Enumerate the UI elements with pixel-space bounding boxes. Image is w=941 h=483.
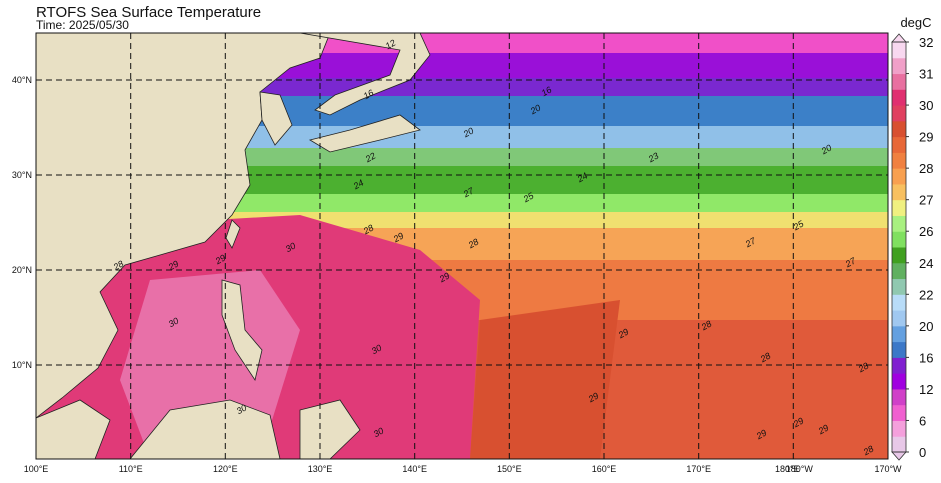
- colorbar-segment: [892, 168, 906, 185]
- colorbar-tick-label: 27: [919, 193, 933, 208]
- contour-label: 20: [528, 103, 543, 117]
- contour-label: 30: [370, 343, 384, 357]
- contour-label: 29: [754, 428, 769, 442]
- colorbar-extend-low: [891, 451, 907, 461]
- colorbar-segment: [892, 278, 906, 295]
- contour-label: 30: [372, 426, 386, 440]
- colorbar-segment: [892, 73, 906, 90]
- contour-label: 12: [384, 38, 398, 52]
- colorbar-segment: [892, 215, 906, 232]
- colorbar-segment: [892, 57, 906, 75]
- colorbar-tick-label: 28: [919, 161, 933, 176]
- contour-label: 29: [791, 416, 806, 430]
- colorbar-tick-label: 32: [919, 35, 933, 50]
- colorbar-unit: degC: [900, 15, 931, 30]
- colorbar-tick-label: 20: [919, 319, 933, 334]
- colorbar-tick-label: 26: [919, 224, 933, 239]
- contour-label: 20: [819, 143, 834, 157]
- colorbar-segment: [892, 373, 906, 390]
- contour-label: 29: [391, 231, 406, 245]
- colorbar-tick-label: 6: [919, 413, 926, 428]
- colorbar-tick-label: 29: [919, 130, 933, 145]
- contour-label: 29: [213, 253, 228, 267]
- colorbar-segment: [892, 388, 906, 406]
- lon-label: 140°E: [402, 464, 427, 474]
- colorbar-segment: [892, 294, 906, 311]
- lon-label: 160°E: [592, 464, 617, 474]
- lon-label: 180°E: [775, 464, 800, 474]
- map-frame: [35, 32, 889, 460]
- contour-label: 16: [362, 88, 376, 102]
- contour-label: 28: [466, 237, 481, 251]
- colorbar-segment: [892, 199, 906, 216]
- colorbar-segment: [892, 136, 906, 153]
- colorbar-tick-label: 24: [919, 256, 933, 271]
- lon-label: 170°W: [874, 464, 902, 474]
- contour-label: 29: [437, 271, 452, 285]
- contour-label: 24: [351, 178, 366, 192]
- colorbar: 0 6 12 16 20 22 24 26 27 28 29 30 31 32: [891, 33, 933, 461]
- contour-label: 28: [111, 259, 126, 273]
- map: [36, 33, 888, 459]
- colorbar-segment: [892, 152, 906, 169]
- colorbar-segment: [892, 341, 906, 358]
- colorbar-segment: [892, 247, 906, 264]
- lat-label: 40°N: [12, 75, 32, 85]
- contour-label: 20: [461, 126, 476, 140]
- subtitle: Time: 2025/05/30: [36, 18, 129, 32]
- contour-label: 24: [575, 171, 590, 185]
- contour-label: 16: [540, 85, 554, 99]
- lon-label: 150°E: [497, 464, 522, 474]
- contour-label: 28: [856, 361, 871, 375]
- lon-label: 170°E: [686, 464, 711, 474]
- colorbar-tick-label: 0: [919, 445, 926, 460]
- contour-label: 30: [235, 403, 249, 417]
- lat-label: 20°N: [12, 265, 32, 275]
- colorbar-segment: [892, 231, 906, 248]
- colorbar-frame: [891, 41, 907, 453]
- colorbar-segment: [892, 42, 906, 59]
- contour-label: 28: [861, 444, 876, 458]
- colorbar-segment: [892, 262, 906, 280]
- colorbar-tick-label: 31: [919, 67, 933, 82]
- contour-label: 28: [361, 223, 376, 237]
- contour-label: 28: [699, 319, 714, 333]
- colorbar-segment: [892, 357, 906, 374]
- colorbar-segment: [892, 120, 906, 138]
- lon-label: 110°E: [119, 464, 143, 474]
- contour-label: 29: [616, 327, 631, 341]
- lat-label: 30°N: [12, 170, 32, 180]
- contour-label: 30: [284, 241, 298, 255]
- colorbar-segment: [892, 105, 906, 122]
- colorbar-tick-label: 22: [919, 287, 933, 302]
- colorbar-segment: [892, 325, 906, 343]
- contour-label: 30: [167, 316, 181, 330]
- contour-label: 29: [166, 259, 181, 273]
- colorbar-segment: [892, 89, 906, 106]
- contour-label: 28: [758, 351, 773, 365]
- contour-label: 29: [586, 391, 601, 405]
- colorbar-tick-label: 16: [919, 350, 933, 365]
- colorbar-tick-label: 30: [919, 98, 933, 113]
- lon-label: 120°E: [213, 464, 238, 474]
- colorbar-segment: [892, 310, 906, 327]
- lon-label: 180°W: [786, 464, 814, 474]
- title: RTOFS Sea Surface Temperature: [36, 4, 261, 21]
- contour-label: 23: [646, 151, 661, 165]
- colorbar-segment: [892, 420, 906, 437]
- contour-label: 22: [363, 151, 378, 165]
- colorbar-segment: [892, 404, 906, 421]
- graticule: [36, 33, 888, 459]
- contour-label: 29: [816, 423, 831, 437]
- colorbar-segment: [892, 183, 906, 201]
- lat-label: 10°N: [12, 360, 32, 370]
- colorbar-segment: [892, 436, 906, 453]
- lon-label: 100°E: [24, 464, 49, 474]
- lon-label: 130°E: [308, 464, 333, 474]
- colorbar-extend-high: [891, 33, 907, 43]
- colorbar-tick-label: 12: [919, 382, 933, 397]
